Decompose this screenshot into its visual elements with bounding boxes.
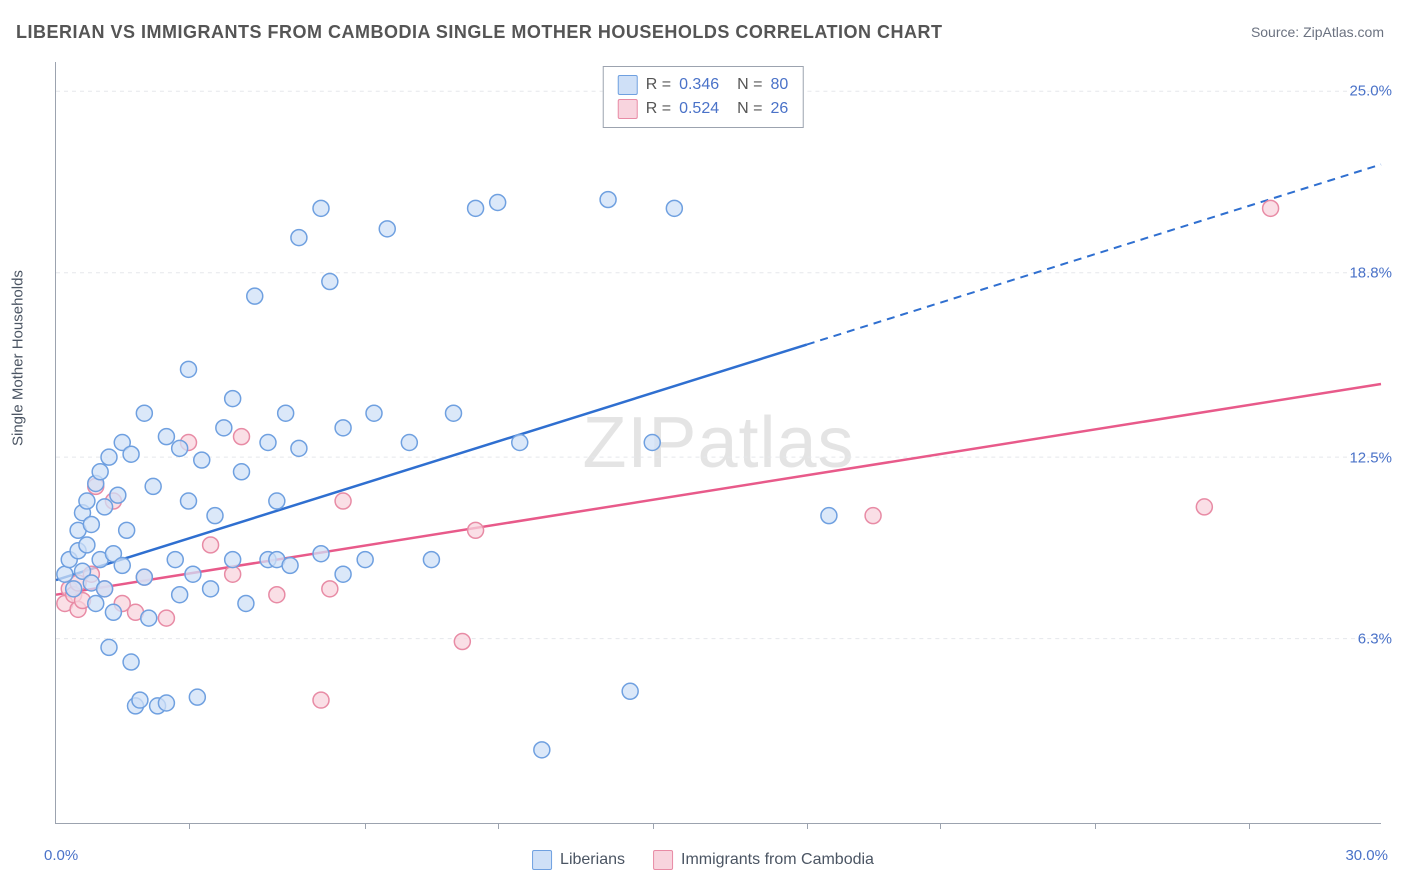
legend-label-0: Liberians xyxy=(560,851,625,869)
x-tick-mark xyxy=(498,823,499,829)
legend-item-1: Immigrants from Cambodia xyxy=(653,850,874,870)
legend-label-1: Immigrants from Cambodia xyxy=(681,851,874,869)
source-label: Source: ZipAtlas.com xyxy=(1251,24,1384,40)
y-tick-label: 18.8% xyxy=(1349,265,1392,282)
x-tick-mark xyxy=(189,823,190,829)
n-label: N = xyxy=(737,73,762,97)
x-tick-mark xyxy=(1249,823,1250,829)
y-tick-label: 6.3% xyxy=(1358,631,1392,648)
y-tick-label: 12.5% xyxy=(1349,449,1392,466)
r-value-0: 0.346 xyxy=(679,73,719,97)
stats-row-1: R = 0.524 N = 26 xyxy=(618,97,789,121)
chart-container: LIBERIAN VS IMMIGRANTS FROM CAMBODIA SIN… xyxy=(0,0,1406,892)
r-label: R = xyxy=(646,73,671,97)
x-tick-mark xyxy=(940,823,941,829)
r-value-1: 0.524 xyxy=(679,97,719,121)
chart-title: LIBERIAN VS IMMIGRANTS FROM CAMBODIA SIN… xyxy=(16,22,942,43)
n-label: N = xyxy=(737,97,762,121)
series-legend: Liberians Immigrants from Cambodia xyxy=(532,850,874,870)
swatch-series-0 xyxy=(618,75,638,95)
stats-row-0: R = 0.346 N = 80 xyxy=(618,73,789,97)
y-axis-label: Single Mother Households xyxy=(10,270,27,446)
r-label: R = xyxy=(646,97,671,121)
n-value-0: 80 xyxy=(770,73,788,97)
x-tick-mark xyxy=(365,823,366,829)
x-origin-label: 0.0% xyxy=(44,847,78,864)
y-tick-label: 25.0% xyxy=(1349,83,1392,100)
plot-svg xyxy=(56,62,1381,823)
x-max-label: 30.0% xyxy=(1345,847,1388,864)
swatch-series-1 xyxy=(618,99,638,119)
swatch-series-0 xyxy=(532,850,552,870)
x-tick-mark xyxy=(1095,823,1096,829)
x-tick-mark xyxy=(653,823,654,829)
legend-item-0: Liberians xyxy=(532,850,625,870)
plot-area: ZIPatlas xyxy=(55,62,1381,824)
stats-legend: R = 0.346 N = 80 R = 0.524 N = 26 xyxy=(603,66,804,128)
n-value-1: 26 xyxy=(770,97,788,121)
swatch-series-1 xyxy=(653,850,673,870)
x-tick-mark xyxy=(807,823,808,829)
